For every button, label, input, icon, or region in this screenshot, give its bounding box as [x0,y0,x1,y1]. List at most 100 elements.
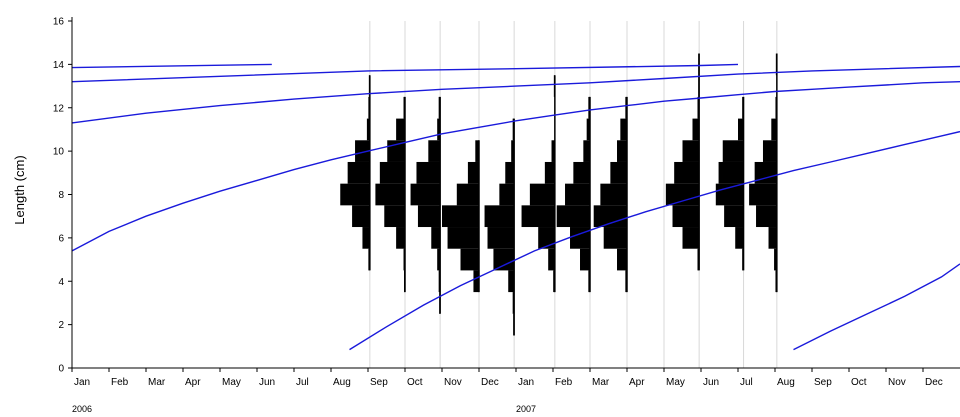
histogram-bar [375,183,405,206]
histogram-sample [410,96,441,314]
histogram-bar [428,140,441,162]
histogram-bar [682,140,700,162]
histogram-bar [505,161,515,184]
x-tick-label: Mar [148,377,166,388]
histogram-bar [600,183,627,206]
x-tick-label: Apr [629,377,645,388]
growth-curve-line [793,263,960,351]
histogram-bar [603,227,627,249]
x-tick-label: Oct [851,377,867,388]
histogram-bar [570,227,590,249]
histogram-bar [484,205,515,228]
histogram-bar [565,183,590,206]
histogram-bar [416,161,441,184]
histogram-bar [768,227,777,249]
histogram-sample [749,53,778,293]
histogram-bar [674,161,700,184]
x-tick-label: May [222,377,241,388]
histogram-bar [437,248,441,271]
histogram-bar [352,205,370,228]
histogram-sample [442,140,480,293]
x-tick-label: Jan [518,377,534,388]
histogram-bar [697,248,700,271]
histogram-bar [672,205,700,228]
x-tick-label: Jun [703,377,719,388]
x-tick-label: Sep [814,377,832,388]
histogram-bar [754,161,777,184]
x-tick-label: Jul [740,377,753,388]
histogram-bar [551,140,555,162]
histogram-bar [347,161,370,184]
length-frequency-histograms [340,53,778,336]
histogram-bar [548,248,555,271]
histogram-bar [379,161,405,184]
x-tick-label: Aug [777,377,795,388]
histogram-bar [586,118,590,141]
histogram-bar [588,96,590,119]
year-label: 2007 [516,404,536,414]
histogram-sample [340,75,371,271]
histogram-bar [508,270,515,293]
histogram-bar [456,183,479,206]
histogram-bar [355,140,370,162]
y-axis-title: Length (cm) [12,155,27,224]
growth-curve-line [71,63,272,69]
x-tick-label: Mar [592,377,610,388]
y-tick-label: 14 [53,60,65,71]
histogram-bar [410,183,441,206]
histogram-bar [460,248,479,271]
x-tick-label: Jan [74,377,90,388]
histogram-bar [447,227,479,249]
x-tick-label: Apr [185,377,201,388]
y-tick-label: 10 [53,147,65,158]
histogram-bar [617,248,627,271]
histogram-bar [362,227,370,249]
x-tick-label: Dec [481,377,499,388]
histogram-bar [692,118,700,141]
growth-curve-line [71,63,739,83]
histogram-bar [384,205,405,228]
histogram-bar [665,183,700,206]
histogram-bar [697,96,700,119]
histogram-bar [738,118,744,141]
y-tick-label: 6 [58,233,64,244]
histogram-bar [511,140,515,162]
x-tick-label: Sep [370,377,388,388]
histogram-bar [617,140,627,162]
x-tick-label: May [666,377,685,388]
histogram-bar [580,248,590,271]
growth-curves [71,63,960,351]
histogram-bar [553,270,555,293]
histogram-bar [473,270,479,293]
axes: 0 2 4 6 8 10 12 14 16 Jan Feb Mar Apr May Jun Jul Aug Sep… [53,17,960,414]
histogram-bar [724,205,744,228]
histogram-bar [620,118,627,141]
x-tick-label: Feb [111,377,129,388]
histogram-bar [529,183,555,206]
histogram-bar [556,205,590,228]
histogram-bar [774,248,777,271]
histogram-bar [499,183,515,206]
histogram-bar [593,205,627,228]
histogram-sample [484,118,515,336]
histogram-bar [467,161,479,184]
histogram-bar [735,227,744,249]
x-tick-label: Jun [259,377,275,388]
histogram-sample [593,96,628,293]
histogram-bar [625,96,627,119]
x-tick-label: Nov [888,377,906,388]
histogram-bar [475,140,479,162]
histogram-sample [521,75,556,293]
histogram-bar [396,227,405,249]
histogram-bar [487,227,515,249]
histogram-bar [756,205,777,228]
y-tick-label: 16 [53,17,65,28]
histogram-bar [493,248,515,271]
y-tick-label: 2 [58,320,64,331]
y-tick-label: 8 [58,190,64,201]
x-tick-label: Dec [925,377,943,388]
histogram-bar [573,161,590,184]
histogram-bar [625,270,627,293]
histogram-bar [583,140,590,162]
y-tick-label: 4 [58,277,64,288]
